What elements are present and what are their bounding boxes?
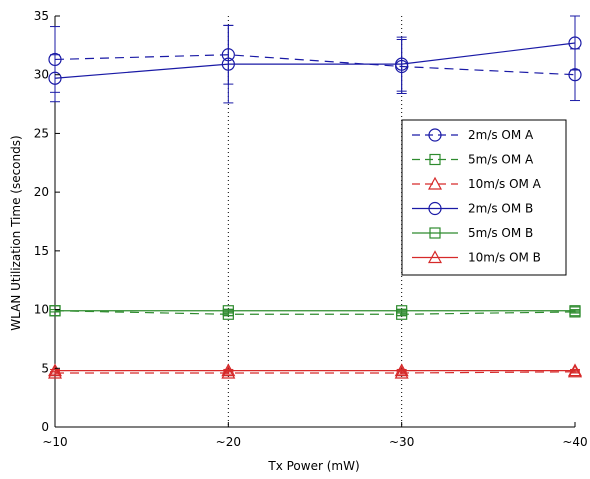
data-point xyxy=(222,305,234,317)
data-point xyxy=(567,363,583,377)
series-2m-s-om-b xyxy=(48,15,582,104)
data-point xyxy=(394,363,409,377)
data-point xyxy=(47,365,63,379)
series-10m-s-om-a xyxy=(47,364,583,379)
legend-label: 10m/s OM A xyxy=(468,177,542,191)
data-point xyxy=(221,363,236,377)
legend-item: 5m/s OM B xyxy=(412,226,533,240)
x-tick-label: ~30 xyxy=(389,435,414,449)
legend-item: 10m/s OM B xyxy=(412,250,541,265)
x-tick-label: ~20 xyxy=(216,435,241,449)
series-2m-s-om-a xyxy=(48,24,582,102)
data-point xyxy=(221,57,235,71)
legend-item: 5m/s OM A xyxy=(412,153,534,167)
legend-label: 10m/s OM B xyxy=(468,251,541,265)
y-tick-label: 20 xyxy=(34,185,49,199)
legend-marker xyxy=(429,153,441,166)
legend-label: 2m/s OM B xyxy=(468,202,533,216)
x-tick-label: ~10 xyxy=(42,435,67,449)
data-point xyxy=(49,305,61,317)
y-tick-label: 30 xyxy=(34,68,49,82)
legend-box xyxy=(401,119,567,276)
ticks-layer: 0 5 10 15 20 25 30 35 ~10 ~20 ~30 ~40 xyxy=(34,9,588,449)
data-point xyxy=(48,71,62,85)
x-tick-label: ~40 xyxy=(562,435,587,449)
legend-label: 2m/s OM A xyxy=(468,128,534,142)
grid-layer xyxy=(227,16,403,427)
y-tick-label: 0 xyxy=(41,420,49,434)
y-tick-label: 35 xyxy=(34,9,49,23)
series-10m-s-om-b xyxy=(47,363,583,377)
y-axis-label: WLAN Utilization Time (seconds) xyxy=(9,135,23,330)
series-line xyxy=(54,310,576,315)
y-tick-label: 25 xyxy=(34,126,49,140)
data-point xyxy=(221,365,236,379)
legend-label: 5m/s OM B xyxy=(468,226,533,240)
data-point xyxy=(394,365,409,379)
series-line xyxy=(55,371,576,374)
data-point xyxy=(396,305,408,317)
series-layer xyxy=(47,15,583,379)
y-tick-label: 5 xyxy=(41,361,49,375)
series-line xyxy=(54,54,576,76)
legend-item: 2m/s OM A xyxy=(412,128,534,142)
legend-item: 2m/s OM B xyxy=(412,202,533,216)
data-point xyxy=(568,36,582,50)
legend-label: 5m/s OM A xyxy=(468,153,534,167)
series-line xyxy=(54,42,576,79)
series-5m-s-om-a xyxy=(49,305,581,320)
y-tick-label: 15 xyxy=(34,244,49,258)
data-point xyxy=(569,305,581,317)
legend-marker xyxy=(429,227,441,239)
legend-marker xyxy=(427,250,443,264)
data-point xyxy=(395,57,409,71)
legend-marker xyxy=(428,128,442,142)
x-axis-label: Tx Power (mW) xyxy=(267,459,359,473)
legend-item: 10m/s OM A xyxy=(412,176,542,191)
y-tick-label: 10 xyxy=(34,303,49,317)
legend-marker xyxy=(427,176,443,190)
legend: 2m/s OM A 5m/s OM A 10m/s OM A 2m/s OM B 5m/… xyxy=(401,119,567,276)
data-point xyxy=(47,363,63,377)
legend-marker xyxy=(428,201,442,216)
